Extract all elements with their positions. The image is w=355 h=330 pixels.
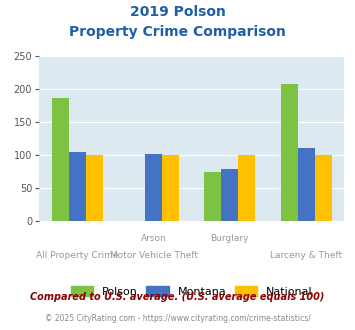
Bar: [69, 152, 86, 221]
Text: © 2025 CityRating.com - https://www.cityrating.com/crime-statistics/: © 2025 CityRating.com - https://www.city…: [45, 314, 310, 323]
Bar: [238, 155, 255, 221]
Bar: [52, 98, 69, 221]
Text: 2019 Polson: 2019 Polson: [130, 5, 225, 19]
Bar: [315, 155, 332, 221]
Text: Burglary: Burglary: [211, 234, 249, 243]
Text: Compared to U.S. average. (U.S. average equals 100): Compared to U.S. average. (U.S. average …: [30, 292, 325, 302]
Bar: [222, 169, 238, 221]
Bar: [298, 148, 315, 221]
Legend: Polson, Montana, National: Polson, Montana, National: [66, 282, 317, 301]
Bar: [281, 84, 298, 221]
Text: Property Crime Comparison: Property Crime Comparison: [69, 25, 286, 39]
Text: Motor Vehicle Theft: Motor Vehicle Theft: [110, 251, 197, 260]
Text: All Property Crime: All Property Crime: [36, 251, 119, 260]
Bar: [86, 155, 103, 221]
Bar: [162, 155, 179, 221]
Text: Arson: Arson: [141, 234, 166, 243]
Bar: [204, 172, 222, 221]
Text: Larceny & Theft: Larceny & Theft: [270, 251, 342, 260]
Bar: [145, 154, 162, 221]
